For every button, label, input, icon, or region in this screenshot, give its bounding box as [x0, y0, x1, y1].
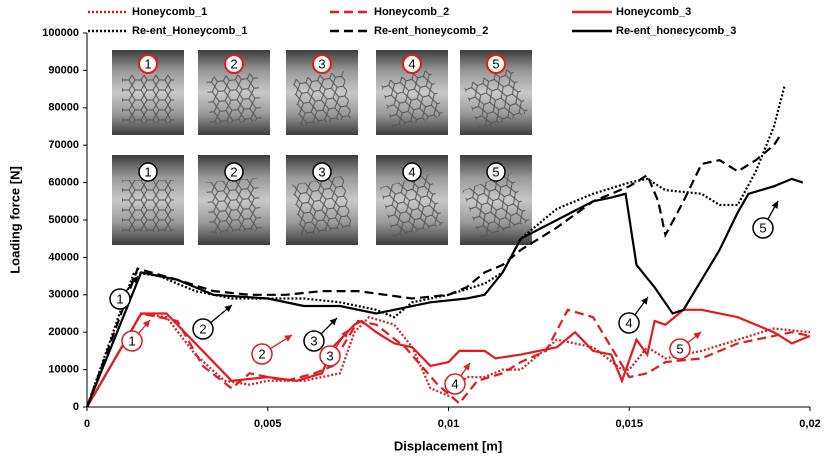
annotation: 2: [258, 346, 265, 361]
annotation: 3: [326, 348, 333, 363]
photo-label: 3: [318, 164, 325, 179]
y-tick-label: 80000: [48, 102, 79, 114]
photo-label: 3: [318, 56, 325, 71]
annotation: 5: [759, 220, 766, 235]
legend-label: Re-ent_Honeycomb_1: [132, 25, 248, 37]
photo-lattice: [292, 176, 352, 236]
y-tick-label: 50000: [48, 214, 79, 226]
annotation-arrowhead: [284, 335, 292, 342]
y-tick-label: 40000: [48, 251, 79, 263]
photo-label: 2: [230, 56, 237, 71]
y-tick-label: 30000: [48, 289, 79, 301]
annotation-arrowhead: [641, 297, 648, 305]
chart: 1122334455 Displacement [m] Loading forc…: [0, 0, 829, 461]
y-tick-label: 100000: [42, 27, 79, 39]
annotation: 2: [199, 321, 206, 336]
legend-label: Honeycomb_1: [132, 6, 207, 18]
photo-label: 5: [492, 56, 499, 71]
y-tick-label: 60000: [48, 177, 79, 189]
photo-label: 1: [144, 56, 151, 71]
photo-lattice: [206, 178, 262, 234]
x-tick-label: 0,01: [438, 418, 459, 430]
y-tick-label: 70000: [48, 139, 79, 151]
annotation: 5: [676, 341, 683, 356]
annotation: 4: [625, 315, 632, 330]
photo-lattice: [122, 180, 174, 232]
y-tick-label: 10000: [48, 364, 79, 376]
legend-label: Honeycomb_2: [374, 6, 449, 18]
y-axis-title: Loading force [N]: [7, 166, 22, 274]
photo-label: 4: [408, 164, 415, 179]
photo-lattice: [292, 71, 352, 127]
annotation: 1: [116, 291, 123, 306]
photo-label: 2: [230, 164, 237, 179]
annotation-arrowhead: [463, 363, 470, 371]
y-tick-label: 90000: [48, 64, 79, 76]
legend-label: Re-ent_honeycomb_2: [374, 25, 488, 37]
photo-lattice: [122, 75, 174, 123]
x-tick-label: 0: [84, 418, 90, 430]
y-tick-label: 20000: [48, 326, 79, 338]
annotation: 3: [310, 333, 317, 348]
annotation: 4: [451, 376, 458, 391]
legend-label: Re-ent_honecycomb_3: [616, 25, 736, 37]
legend-label: Honeycomb_3: [616, 6, 691, 18]
x-tick-label: 0,015: [615, 418, 643, 430]
photo-lattice: [206, 73, 262, 125]
x-tick-label: 0,02: [799, 418, 820, 430]
x-axis-title: Displacement [m]: [394, 438, 502, 453]
photo-label: 5: [492, 164, 499, 179]
y-tick-label: 0: [73, 401, 79, 413]
inset-photos: 1 1 2 2 3 3 4 4 5 5: [112, 50, 532, 245]
photo-label: 4: [408, 56, 415, 71]
annotation: 1: [128, 333, 135, 348]
x-tick-label: 0,005: [254, 418, 282, 430]
photo-label: 1: [144, 164, 151, 179]
